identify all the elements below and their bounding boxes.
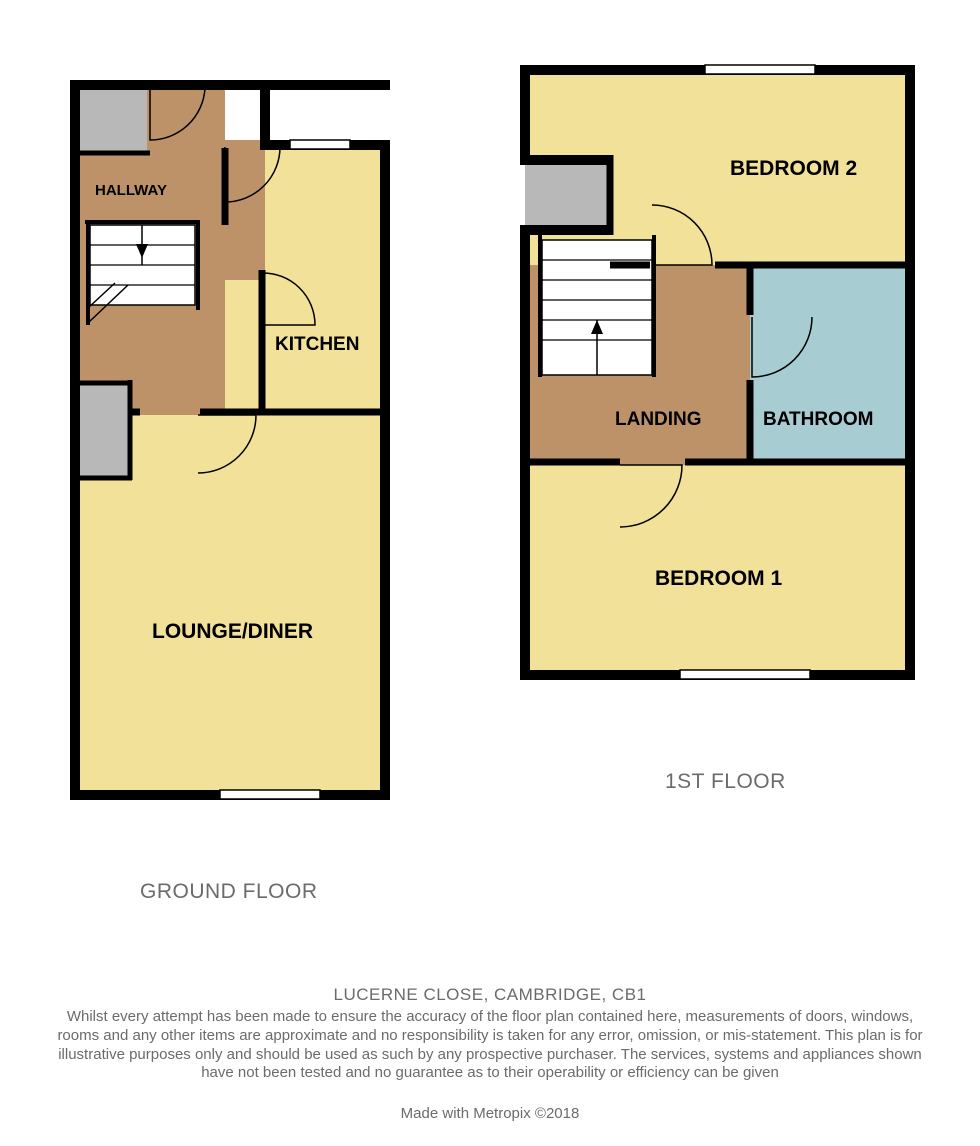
first-floor-plan: BEDROOM 2 LANDING BATHROOM BEDROOM 1 bbox=[0, 0, 980, 900]
credit-line: Made with Metropix ©2018 bbox=[0, 1105, 980, 1122]
floorplan-container: HALLWAY KITCHEN LOUNGE/DINER bbox=[0, 0, 980, 1146]
landing-label: LANDING bbox=[615, 409, 702, 430]
first-floor-title: 1ST FLOOR bbox=[665, 770, 786, 794]
cupboard-first bbox=[525, 160, 610, 230]
bathroom-label: BATHROOM bbox=[763, 409, 873, 430]
address-line: LUCERNE CLOSE, CAMBRIDGE, CB1 bbox=[0, 985, 980, 1005]
bathroom-fill bbox=[750, 265, 910, 465]
disclaimer-text: Whilst every attempt has been made to en… bbox=[50, 1008, 930, 1083]
ground-floor-title: GROUND FLOOR bbox=[140, 880, 318, 904]
bedroom1-label: BEDROOM 1 bbox=[655, 567, 783, 590]
stairs-first bbox=[542, 240, 652, 375]
bedroom2-label: BEDROOM 2 bbox=[730, 157, 857, 180]
